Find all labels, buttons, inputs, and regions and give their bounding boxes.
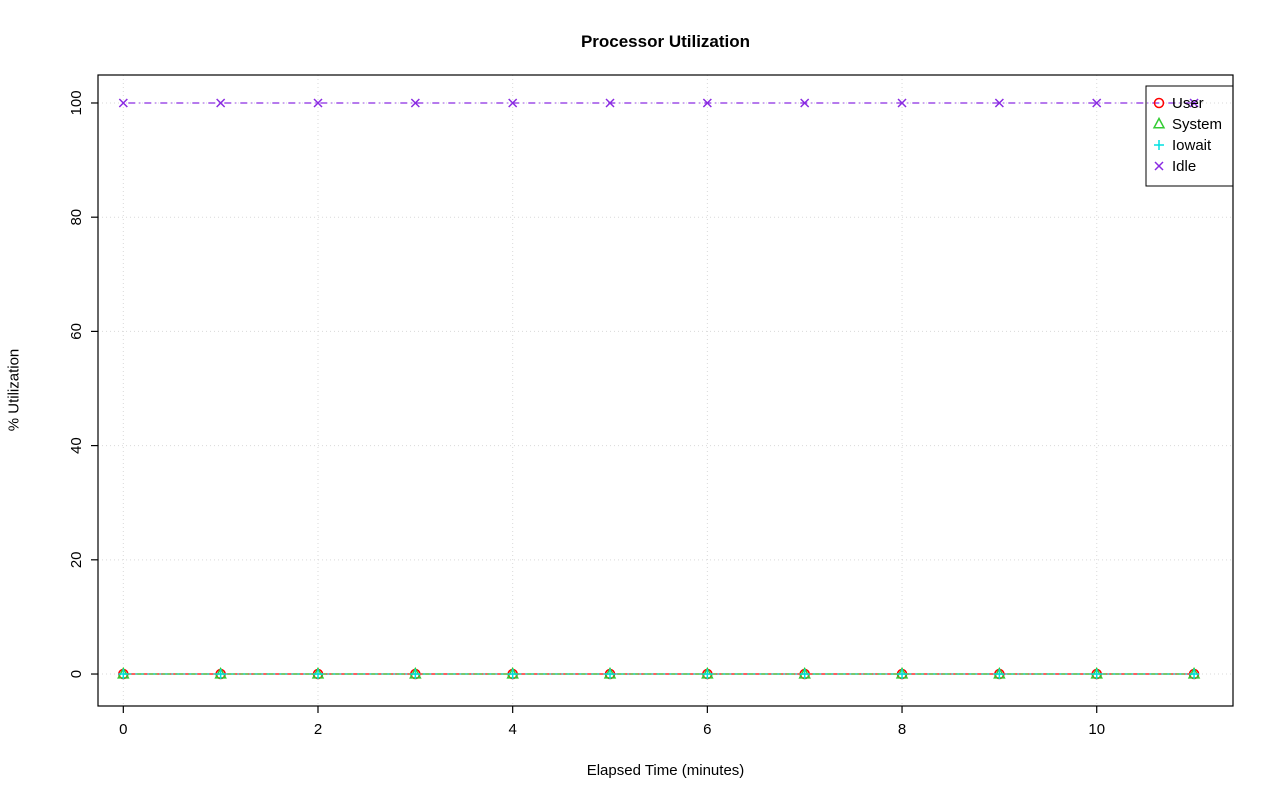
- series-marker-idle: [1189, 98, 1199, 108]
- legend-marker-idle: [1154, 161, 1164, 171]
- x-tick-label: 2: [314, 721, 322, 738]
- series-marker-idle: [216, 98, 226, 108]
- y-axis-label: % Utilization: [5, 348, 23, 432]
- chart-title: Processor Utilization: [580, 32, 751, 51]
- x-tick-label: 4: [509, 721, 517, 738]
- y-tick-label: 20: [68, 551, 85, 568]
- series-marker-idle: [1092, 98, 1102, 108]
- y-tick-label: 40: [68, 437, 85, 454]
- legend-marker-system: [1152, 116, 1166, 129]
- series-marker-idle: [410, 98, 420, 108]
- legend-label-idle: Idle: [1172, 158, 1196, 175]
- y-tick-label: 100: [68, 90, 85, 115]
- y-tick-label: 60: [68, 323, 85, 340]
- series-marker-idle: [897, 98, 907, 108]
- legend-label-iowait: Iowait: [1172, 137, 1212, 154]
- legend-label-user: User: [1172, 95, 1204, 112]
- x-tick-label: 6: [703, 721, 711, 738]
- x-tick-label: 0: [119, 721, 127, 738]
- x-tick-label: 8: [898, 721, 906, 738]
- series-marker-idle: [118, 98, 128, 108]
- series-marker-idle: [702, 98, 712, 108]
- series-marker-idle: [508, 98, 518, 108]
- y-tick-label: 80: [68, 209, 85, 226]
- legend-label-system: System: [1172, 116, 1222, 133]
- plot-border: [97, 74, 1234, 707]
- series-marker-idle: [994, 98, 1004, 108]
- y-tick-label: 0: [68, 670, 85, 678]
- legend-box: [1145, 85, 1234, 187]
- x-axis-label: Elapsed Time (minutes): [586, 762, 745, 779]
- legend-marker-user: [1153, 97, 1165, 109]
- x-tick-label: 10: [1088, 721, 1105, 738]
- series-marker-idle: [800, 98, 810, 108]
- series-marker-idle: [313, 98, 323, 108]
- series-marker-idle: [605, 98, 615, 108]
